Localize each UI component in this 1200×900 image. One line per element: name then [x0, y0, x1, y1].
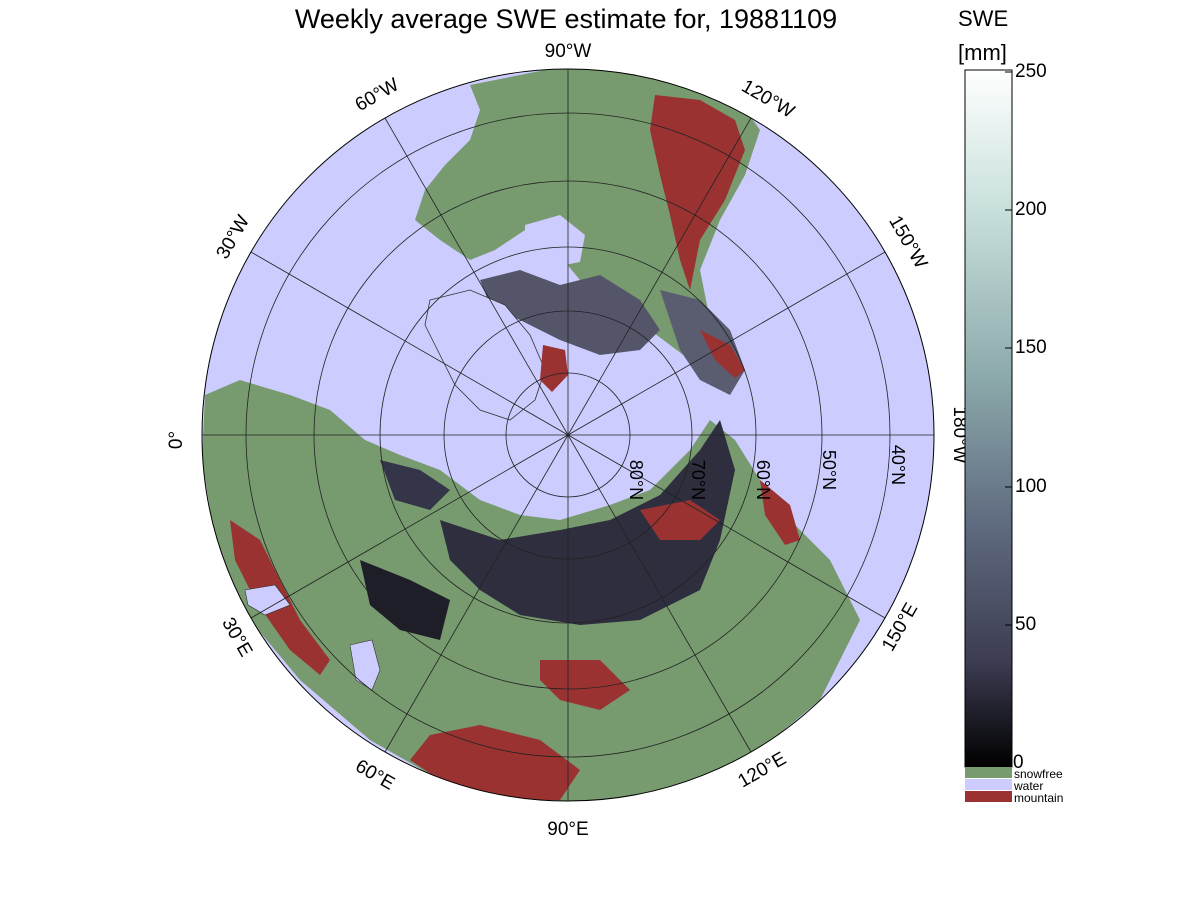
lat-label-80n: 80°N [626, 460, 646, 500]
lat-label-40n: 40°N [888, 445, 908, 485]
legend-label-mountain: mountain [1014, 791, 1064, 805]
caspian-sea [349, 639, 381, 691]
lon-label-60e: 60°E [352, 756, 398, 795]
east-siberia-mountains [640, 500, 720, 540]
colorbar-tick: 100 [1015, 476, 1047, 497]
legend-swatch-mountain [965, 791, 1012, 802]
scandinavia-snow [380, 460, 450, 510]
colorbar-tick: 200 [1015, 199, 1047, 220]
colorbar-tick: 250 [1015, 61, 1047, 82]
lat-label-60n: 60°N [753, 460, 773, 500]
lon-label-90w: 90°W [545, 41, 592, 62]
alaska-snow [660, 290, 745, 395]
alaska-mountains [700, 330, 745, 378]
greenland-mountain [540, 345, 568, 392]
lon-label-60w: 60°W [352, 74, 403, 116]
rocky-mountains [650, 95, 745, 290]
lon-label-30e: 30°E [217, 614, 256, 660]
lat-label-70n: 70°N [688, 460, 708, 500]
colorbar-unit: [mm] [958, 40, 1007, 65]
legend-swatch-snowfree [965, 767, 1012, 778]
kamchatka-mountains [760, 480, 800, 545]
colorbar [964, 69, 1013, 768]
map-title: Weekly average SWE estimate for, 1988110… [294, 4, 838, 34]
legend-swatch-water [965, 779, 1012, 790]
colorbar-title: SWE [958, 6, 1009, 31]
central-asia-mountains [540, 660, 630, 710]
lon-label-30w: 30°W [212, 212, 254, 263]
colorbar-tick: 150 [1015, 337, 1047, 358]
colorbar-tick: 0 [1013, 752, 1024, 773]
lon-label-90e: 90°E [547, 819, 588, 840]
siberia-snow [440, 420, 735, 625]
legend-label-water: water [1014, 779, 1044, 793]
himalaya-mountains [410, 725, 580, 800]
legend-label-snowfree: snowfree [1014, 767, 1063, 781]
lat-label-50n: 50°N [819, 450, 839, 490]
hudson-bay [525, 215, 585, 268]
arctic-archipelago-snow [480, 270, 660, 355]
black-sea [244, 584, 291, 616]
siberia-snow-2 [360, 560, 450, 640]
lon-label-0: 0° [166, 431, 187, 449]
colorbar-tick: 50 [1015, 614, 1037, 635]
